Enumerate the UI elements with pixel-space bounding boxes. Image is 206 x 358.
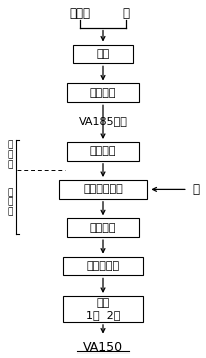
Bar bbox=[63, 296, 143, 322]
Text: 混合: 混合 bbox=[96, 49, 110, 59]
Bar bbox=[67, 83, 139, 102]
Bar bbox=[67, 142, 139, 161]
Text: 铝: 铝 bbox=[123, 8, 130, 20]
Text: 半
成
品: 半 成 品 bbox=[7, 188, 12, 216]
Text: VA185合金: VA185合金 bbox=[78, 116, 128, 126]
Bar bbox=[73, 44, 133, 63]
Text: 氧化钒: 氧化钒 bbox=[69, 8, 90, 20]
Text: 筛分均匀化: 筛分均匀化 bbox=[87, 261, 119, 271]
Bar bbox=[63, 257, 143, 276]
Text: 精整破碎: 精整破碎 bbox=[90, 146, 116, 156]
Bar bbox=[67, 218, 139, 237]
Bar bbox=[59, 180, 147, 199]
Text: 铝热反应: 铝热反应 bbox=[90, 88, 116, 98]
Text: 检查
1段  2段: 检查 1段 2段 bbox=[86, 298, 120, 320]
Text: VA150: VA150 bbox=[83, 341, 123, 354]
Text: 半
成
品: 半 成 品 bbox=[7, 141, 12, 169]
Text: 铝: 铝 bbox=[193, 183, 200, 196]
Text: 真空感应熔炼: 真空感应熔炼 bbox=[83, 184, 123, 194]
Text: 精整破碎: 精整破碎 bbox=[90, 223, 116, 233]
